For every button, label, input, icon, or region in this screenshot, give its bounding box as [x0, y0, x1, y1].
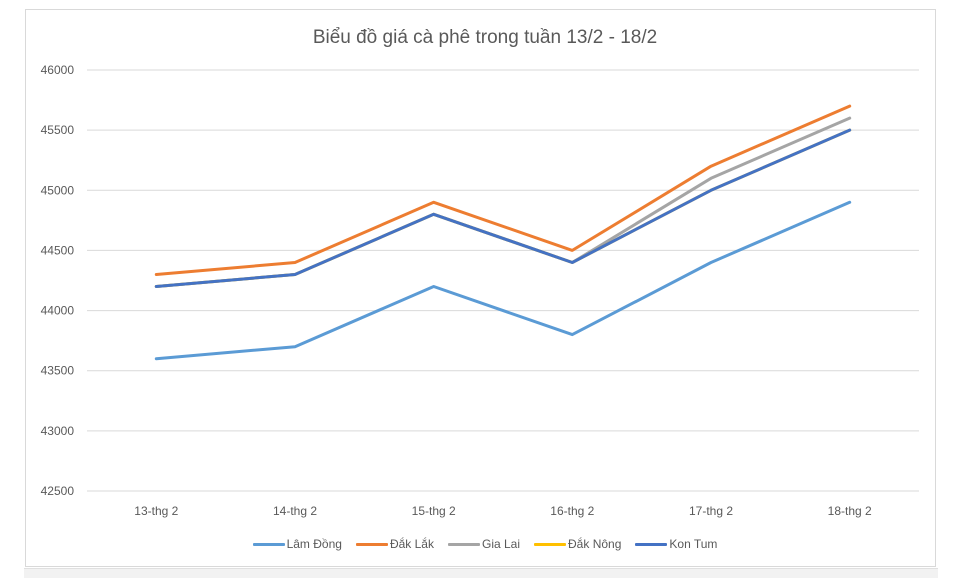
x-tick-label: 13-thg 2 [134, 504, 178, 518]
series-line-1[interactable] [154, 104, 852, 276]
legend-label: Gia Lai [481, 537, 521, 551]
x-tick-label: 16-thg 2 [550, 504, 594, 518]
x-axis-labels: 13-thg 2 14-thg 2 15-thg 2 16-thg 2 17-thg 2… [134, 504, 872, 518]
y-tick-label: 44500 [41, 243, 75, 257]
legend-swatch-icon [635, 542, 668, 546]
chart-area[interactable] [25, 9, 936, 567]
legend-swatch-icon [534, 542, 567, 546]
legend-item[interactable]: Đắk Nông [534, 537, 621, 551]
legend-label: Kon Tum [669, 537, 718, 551]
legend-label: Lâm Đồng [286, 537, 342, 551]
series-line-3[interactable] [154, 128, 852, 288]
x-tick-label: 15-thg 2 [412, 504, 456, 518]
series-line-0[interactable] [154, 200, 852, 361]
legend-label: Đắk Lắk [389, 537, 434, 551]
y-tick-label: 45000 [41, 183, 75, 197]
series-line-2[interactable] [154, 116, 852, 288]
legend-item[interactable]: Lâm Đồng [252, 537, 342, 551]
legend-item[interactable]: Đắk Lắk [355, 537, 434, 551]
x-tick-label: 17-thg 2 [689, 504, 733, 518]
y-tick-label: 45500 [41, 123, 75, 137]
series-line-4[interactable] [154, 128, 852, 288]
legend-swatch-icon [447, 542, 480, 546]
y-tick-label: 43500 [41, 364, 75, 378]
chart-legend: Lâm Đồng Đắk Lắk Gia Lai Đắk Nông Kon Tum [0, 537, 970, 551]
y-tick-label: 44000 [41, 304, 75, 318]
spreadsheet-grid-strip [24, 568, 938, 578]
legend-swatch-icon [355, 542, 388, 546]
y-tick-label: 46000 [41, 63, 75, 77]
legend-swatch-icon [252, 542, 285, 546]
x-tick-label: 14-thg 2 [273, 504, 317, 518]
series-lines [154, 104, 852, 361]
chart-title: Biểu đồ giá cà phê trong tuần 13/2 - 18/… [312, 27, 658, 48]
x-tick-label: 18-thg 2 [828, 504, 872, 518]
legend-item[interactable]: Kon Tum [635, 537, 717, 551]
y-tick-label: 42500 [41, 484, 75, 498]
legend-label: Đắk Nông [568, 537, 622, 551]
y-axis-labels: 42500 43000 43500 44000 44500 45000 45500 46000 [41, 63, 75, 498]
y-tick-label: 43000 [41, 424, 75, 438]
legend-item[interactable]: Gia Lai [447, 537, 521, 551]
